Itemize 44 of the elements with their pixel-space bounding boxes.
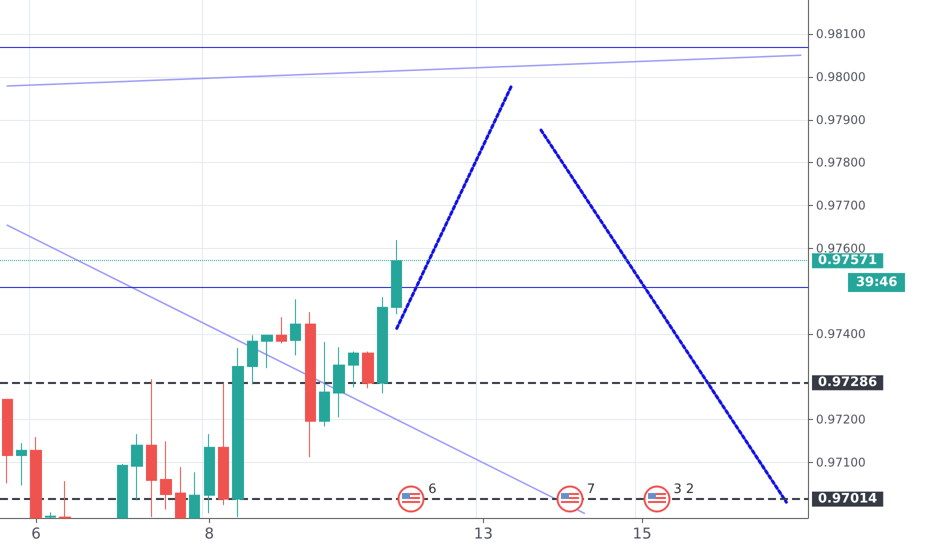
- x-tick-label: 15: [632, 524, 652, 542]
- y-tick-label: 0.97400: [816, 326, 866, 341]
- annotation: 3 2: [672, 482, 696, 498]
- candlestick: [333, 346, 345, 418]
- candlestick: [2, 398, 13, 484]
- candlestick: [232, 348, 244, 518]
- candlestick: [247, 334, 258, 385]
- y-tick-label: 0.97600: [816, 241, 866, 256]
- candlestick: [189, 472, 200, 518]
- ref-line-label: 0.97286: [818, 375, 878, 390]
- y-tick-label: 0.98000: [816, 70, 866, 84]
- y-tick-label: 0.97700: [816, 198, 866, 212]
- candlestick: [160, 440, 172, 510]
- candlestick: [218, 382, 229, 506]
- candlestick: [362, 350, 374, 389]
- candlestick: [30, 436, 42, 518]
- y-tick-label: 0.97100: [816, 455, 866, 470]
- candlestick: [175, 466, 186, 518]
- candlestick: [377, 296, 388, 394]
- candlestick: [117, 464, 128, 518]
- candlestick: [261, 334, 273, 369]
- annotation: 6: [426, 482, 438, 498]
- candlestick: [146, 378, 157, 518]
- candlestick: [305, 312, 316, 458]
- text: 39:46: [848, 272, 906, 292]
- candlestick: [45, 512, 56, 518]
- y-tick-label: 0.97200: [816, 412, 866, 427]
- annotation: 7: [584, 482, 598, 498]
- candlestick: [59, 480, 71, 518]
- x-tick-label: 13: [474, 524, 493, 542]
- x-tick-label: 8: [204, 524, 214, 542]
- candlestick: [16, 442, 27, 486]
- ref-line-label: 0.97014: [818, 492, 878, 507]
- candlestick: [131, 434, 143, 501]
- candlestick: [348, 350, 359, 388]
- x-tick-label: 6: [31, 524, 41, 542]
- candlestick: [204, 434, 215, 514]
- candlestick: [276, 316, 287, 344]
- y-tick-label: 0.98100: [816, 27, 866, 42]
- candlestick: [290, 298, 301, 356]
- y-tick-label: 0.97900: [816, 112, 866, 127]
- y-tick-label: 0.97800: [816, 156, 866, 170]
- candlestick: [319, 342, 330, 427]
- ref-line-label: 0.97571: [818, 253, 878, 268]
